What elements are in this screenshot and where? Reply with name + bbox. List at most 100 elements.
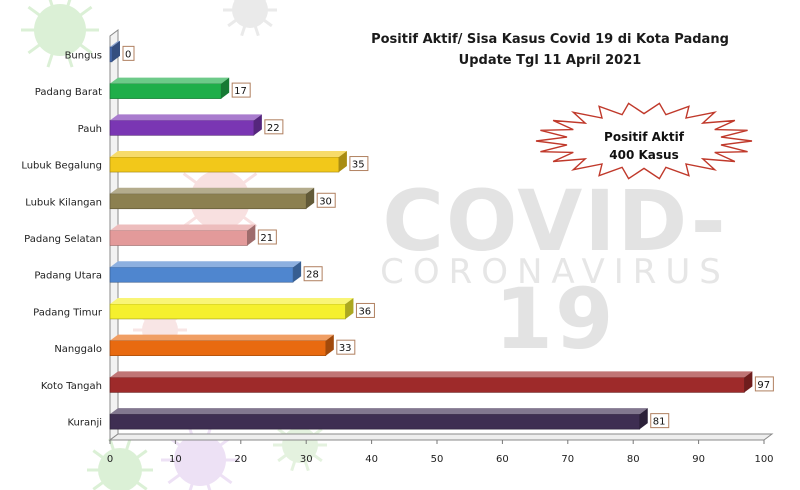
x-tick-label: 30 (300, 454, 313, 465)
x-tick-label: 40 (365, 454, 378, 465)
data-label-box (264, 119, 284, 135)
data-label: 21 (260, 233, 273, 244)
data-label-box (122, 45, 135, 61)
category-label: Bungus (65, 50, 102, 61)
x-tick-label: 10 (169, 454, 182, 465)
bar-end (639, 408, 648, 430)
x-tick-label: 100 (754, 454, 773, 465)
category-label: Padang Utara (34, 271, 102, 282)
bar-top (110, 334, 334, 341)
bar-group: 33 (109, 334, 356, 356)
bar (109, 413, 641, 430)
bar-group: 21 (109, 224, 277, 246)
bar-top (110, 187, 315, 194)
bar-end (338, 151, 347, 173)
bar-top (110, 261, 302, 268)
data-label-box (316, 192, 336, 208)
watermark-covid: COVID-19 (382, 172, 728, 368)
bar-top (110, 224, 256, 231)
x-tick-label: 70 (561, 454, 574, 465)
data-label-box (336, 339, 356, 355)
category-label: Nanggalo (54, 344, 102, 355)
data-label: 30 (319, 196, 332, 207)
bar-group: 35 (109, 151, 369, 173)
bar-group: 36 (109, 297, 375, 320)
category-label: Padang Timur (33, 307, 103, 318)
data-label-box (257, 229, 277, 245)
watermark-coronavirus: CORONAVIRUS (380, 252, 730, 292)
x-tick-label: 80 (627, 454, 640, 465)
bar-top (110, 77, 230, 84)
bar-group: 81 (109, 408, 670, 430)
bar (109, 83, 222, 99)
category-label: Pauh (78, 124, 102, 135)
bar-group: 0 (109, 40, 135, 63)
bar (109, 266, 294, 283)
callout-starburst (535, 102, 753, 180)
category-label: Lubuk Begalung (21, 161, 102, 172)
data-label: 35 (352, 160, 365, 171)
bar-end (247, 224, 256, 246)
bar-top (110, 408, 648, 415)
data-label: 81 (653, 417, 666, 428)
x-tick-label: 50 (431, 454, 444, 465)
category-label: Padang Barat (35, 87, 102, 98)
bar (109, 340, 327, 356)
bar (109, 303, 346, 320)
virus-decoration (34, 4, 86, 56)
bar-end (325, 334, 334, 356)
data-label: 36 (358, 306, 371, 317)
x-tick-label: 60 (496, 454, 509, 465)
virus-decoration (98, 448, 142, 490)
data-label: 0 (125, 49, 131, 60)
x-tick-label: 90 (692, 454, 705, 465)
bar (109, 120, 255, 136)
bar-end (293, 261, 302, 283)
chart-subtitle: Update Tgl 11 April 2021 (458, 53, 642, 68)
bar-end (253, 114, 262, 136)
category-label: Kuranji (67, 418, 102, 429)
data-label: 97 (757, 380, 770, 391)
data-label: 17 (234, 86, 247, 97)
x-tick-label: 20 (234, 454, 247, 465)
bar (109, 230, 248, 246)
data-label: 33 (339, 343, 352, 354)
bar-group: 97 (109, 371, 774, 393)
bar-end (306, 187, 315, 209)
virus-decoration (232, 0, 268, 28)
data-label-box (349, 156, 369, 172)
bar (109, 193, 307, 210)
category-label: Koto Tangah (41, 381, 102, 392)
bar-end (221, 77, 230, 99)
floor (108, 433, 774, 441)
data-label-box (754, 376, 774, 392)
callout-label: Positif Aktif 400 Kasus (568, 128, 720, 164)
data-label: 22 (267, 123, 280, 134)
callout-line-2: 400 Kasus (609, 148, 679, 162)
bar-group: 17 (109, 77, 251, 99)
bar-top (110, 151, 347, 158)
bar-end (744, 371, 753, 393)
bar-top (110, 297, 354, 304)
data-label: 28 (306, 270, 319, 281)
category-label: Lubuk Kilangan (25, 197, 102, 208)
bar-top (110, 371, 753, 378)
data-label-box (355, 302, 375, 318)
bar-group: 28 (109, 261, 323, 283)
virus-decoration (174, 434, 226, 486)
bar-group: 30 (109, 187, 336, 210)
bar (109, 46, 113, 63)
data-label-box (231, 82, 251, 98)
bar-end (345, 297, 354, 319)
bar (109, 156, 340, 173)
bar (109, 377, 745, 393)
data-label-box (650, 413, 670, 429)
callout-line-1: Positif Aktif (604, 130, 684, 144)
bar-end (112, 40, 120, 62)
bar-top (110, 40, 120, 47)
category-label: Padang Selatan (24, 234, 102, 245)
x-tick-label: 0 (107, 454, 113, 465)
data-label-box (303, 266, 323, 282)
